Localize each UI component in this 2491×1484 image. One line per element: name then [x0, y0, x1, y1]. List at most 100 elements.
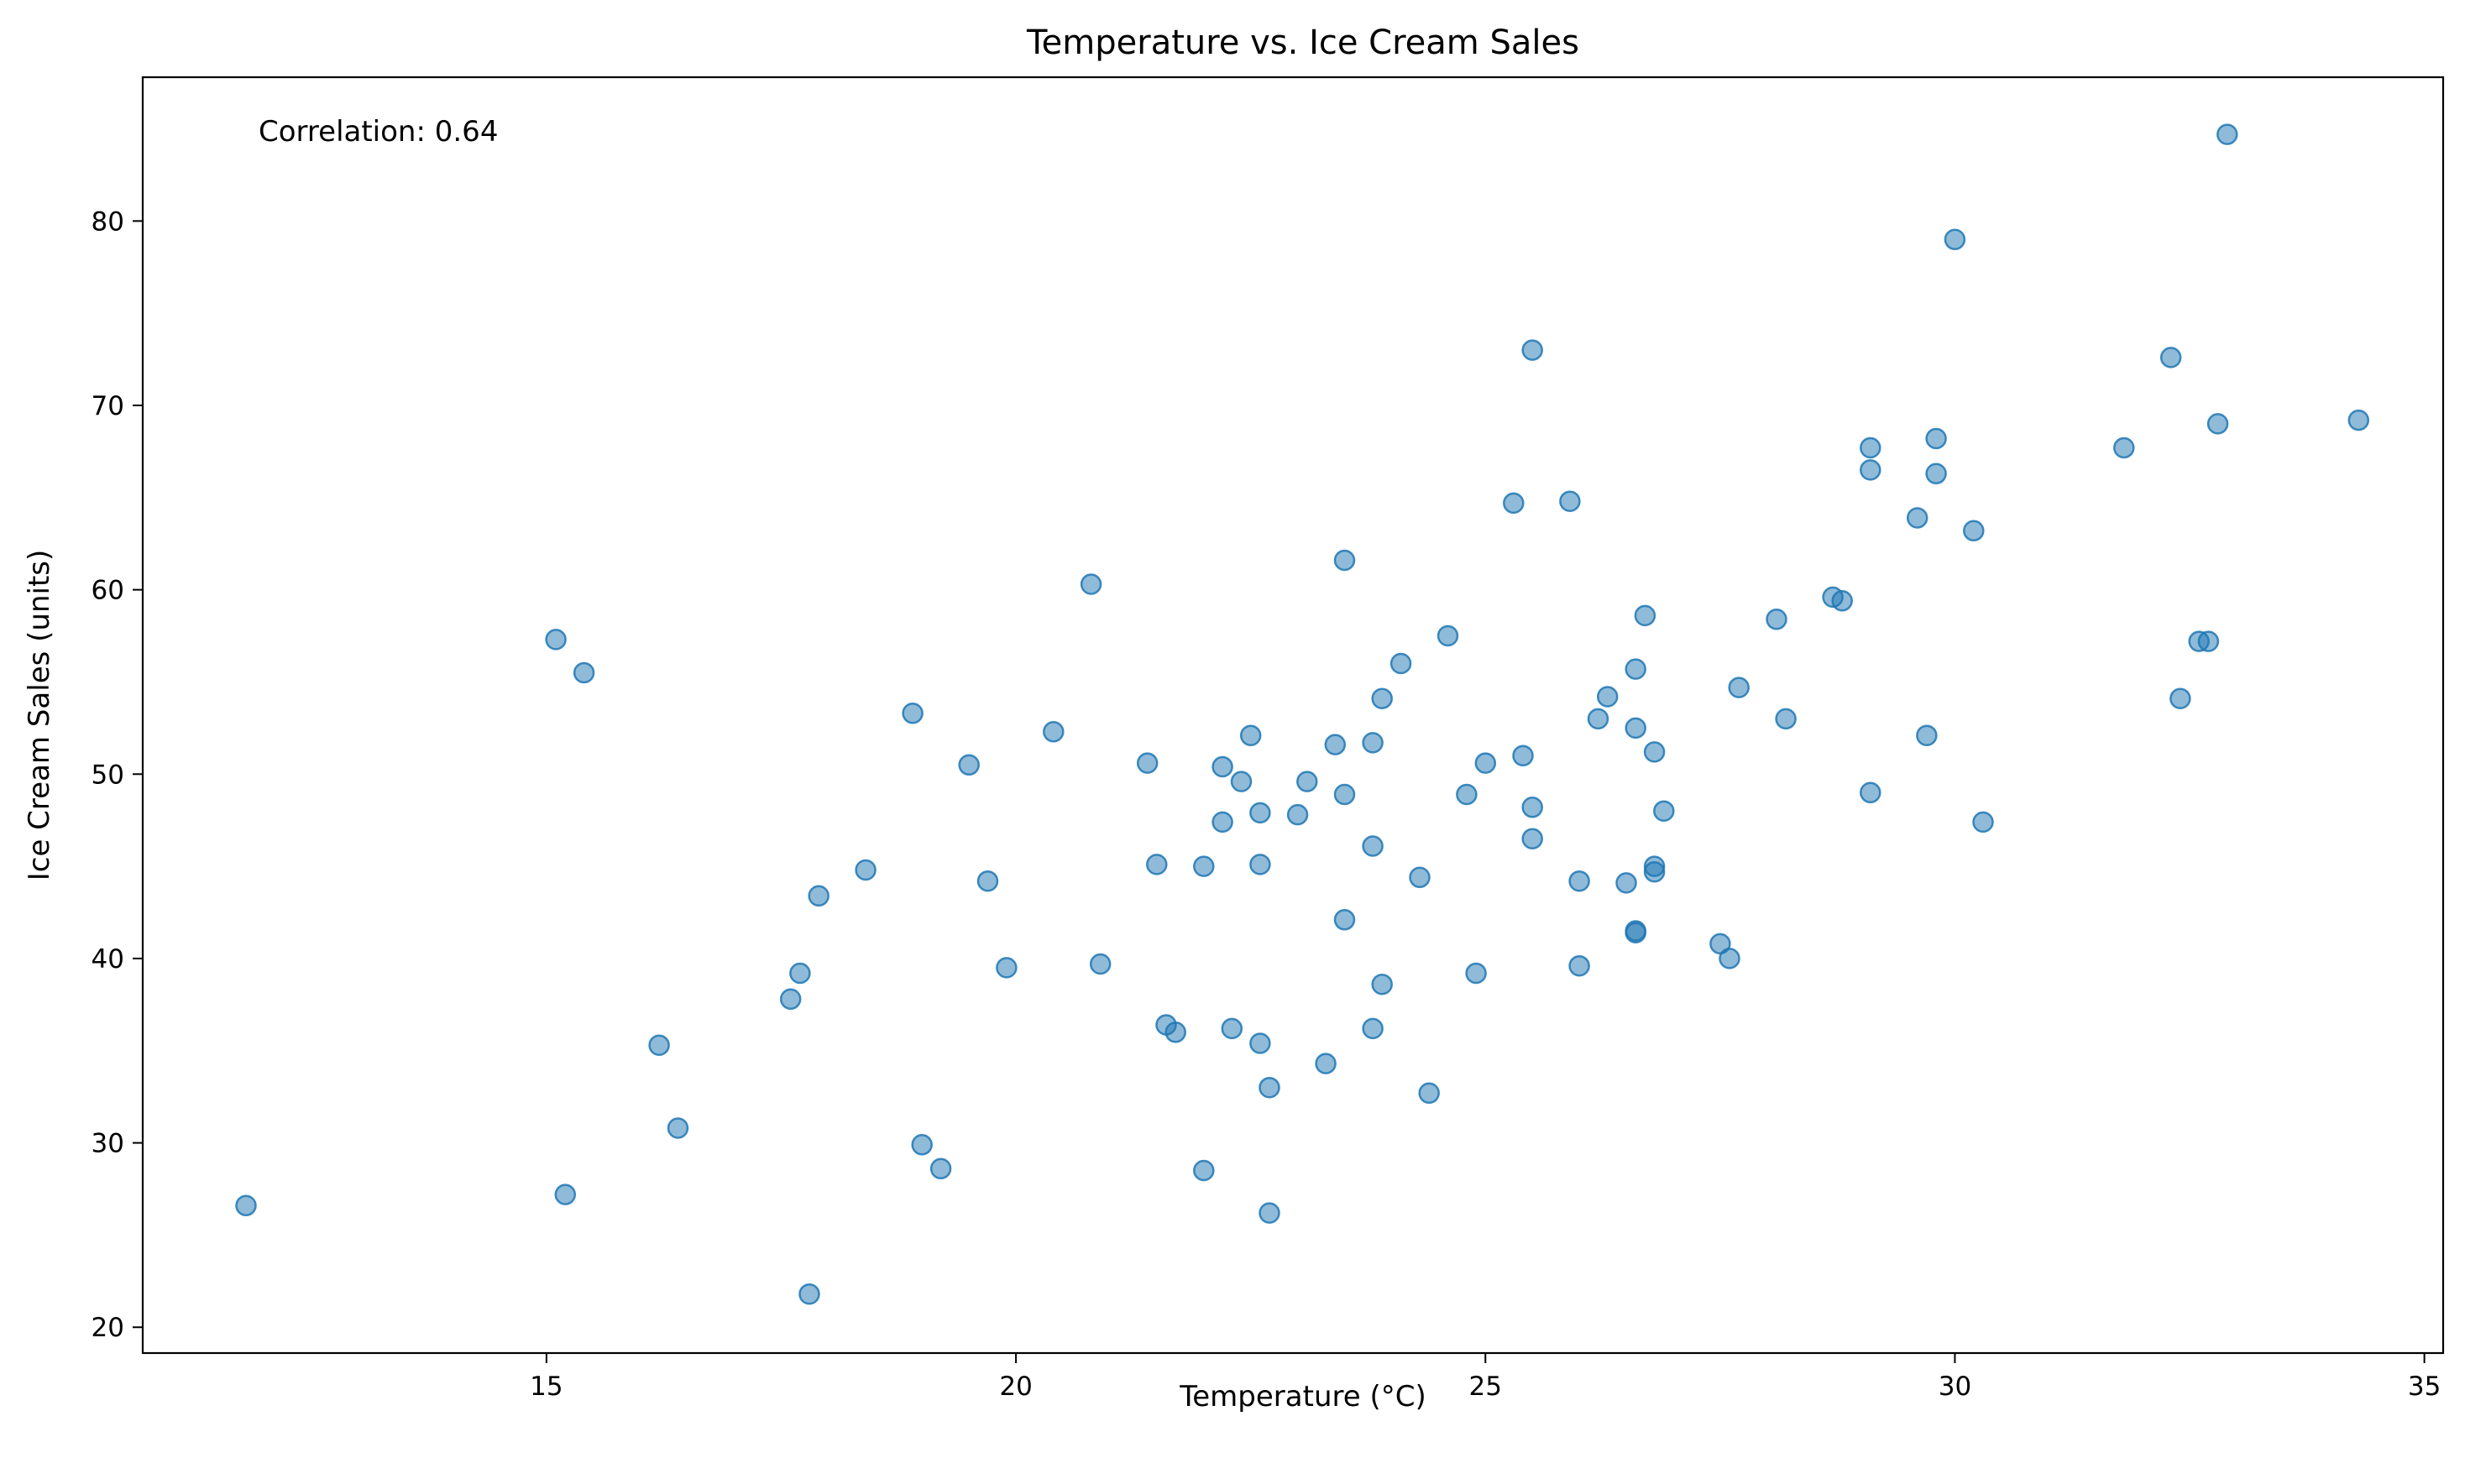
data-point: [1418, 1082, 1440, 1105]
data-point: [545, 629, 567, 651]
data-point: [235, 1194, 257, 1217]
data-point: [2216, 123, 2238, 145]
data-point: [1634, 604, 1656, 627]
data-point: [1728, 677, 1750, 698]
data-point: [1465, 962, 1487, 985]
x-axis-label: Temperature (°C): [1179, 1380, 1426, 1413]
data-point: [1371, 973, 1393, 995]
data-point: [1164, 1022, 1186, 1043]
data-point: [1625, 658, 1646, 680]
data-point: [808, 885, 829, 907]
y-tick-label: 80: [92, 206, 124, 237]
data-point: [1333, 909, 1356, 931]
data-point: [789, 962, 811, 985]
data-point: [1474, 752, 1497, 774]
data-point: [1831, 590, 1853, 612]
y-tick-label: 40: [92, 944, 124, 975]
data-point: [1211, 811, 1233, 833]
x-tick-label: 15: [530, 1372, 563, 1402]
data-point: [1089, 953, 1112, 975]
data-point: [1719, 948, 1740, 969]
data-point: [1625, 922, 1646, 943]
data-point: [911, 1134, 933, 1156]
y-tick-label: 70: [92, 391, 124, 421]
data-point: [779, 988, 802, 1011]
data-point: [1860, 781, 1881, 804]
data-point: [1643, 741, 1666, 763]
data-point: [1362, 732, 1384, 754]
data-point: [1249, 1032, 1271, 1054]
y-axis-label: Ice Cream Sales (units): [23, 550, 56, 881]
x-tick-label: 25: [1469, 1372, 1502, 1402]
data-point: [1193, 1159, 1215, 1182]
data-point: [1775, 708, 1797, 730]
x-tick-label: 35: [2408, 1372, 2441, 1402]
data-point: [1286, 803, 1309, 826]
data-point: [1916, 724, 1938, 746]
data-point: [1362, 835, 1384, 857]
data-point: [855, 859, 877, 881]
data-point: [1944, 228, 1966, 251]
data-point: [902, 703, 924, 724]
data-point: [1259, 1202, 1280, 1224]
data-point: [1925, 462, 1947, 485]
data-point: [1211, 755, 1233, 778]
data-point: [1221, 1017, 1243, 1040]
data-point: [1615, 872, 1637, 894]
chart-title: Temperature vs. Ice Cream Sales: [1026, 24, 1579, 62]
data-point: [667, 1117, 689, 1139]
data-point: [1333, 783, 1356, 806]
data-point: [798, 1283, 820, 1305]
data-point: [1437, 624, 1459, 647]
data-point: [2169, 687, 2191, 709]
data-point: [1653, 800, 1675, 822]
data-point: [1362, 1017, 1384, 1040]
data-point: [1925, 427, 1947, 450]
data-point: [1521, 339, 1543, 361]
data-point: [2113, 436, 2135, 459]
y-axis-ticks: 20 30 40 50 60 70 80: [92, 206, 143, 1343]
data-point: [1315, 1053, 1337, 1074]
data-point: [1568, 870, 1590, 892]
x-tick-label: 20: [999, 1372, 1032, 1402]
data-point: [573, 661, 595, 684]
data-point: [1860, 459, 1881, 481]
data-point: [1521, 797, 1543, 818]
data-point: [1259, 1076, 1280, 1099]
data-point: [1239, 724, 1262, 746]
data-point: [1409, 866, 1431, 889]
data-point: [1249, 854, 1271, 875]
data-point: [1860, 436, 1881, 459]
data-point: [1766, 609, 1787, 630]
data-point: [1080, 573, 1102, 595]
data-point: [1625, 717, 1646, 739]
data-point: [2197, 630, 2220, 652]
points-layer: [235, 123, 2370, 1305]
data-point: [1333, 549, 1356, 572]
data-point: [648, 1034, 670, 1056]
data-point: [1230, 771, 1253, 792]
data-point: [1136, 752, 1159, 774]
data-point: [1146, 854, 1168, 875]
y-tick-label: 30: [92, 1129, 124, 1159]
data-point: [1371, 687, 1393, 709]
data-point: [996, 957, 1018, 979]
data-point: [1324, 734, 1347, 755]
x-axis-ticks: 15 20 25 30 35: [530, 1353, 2441, 1402]
data-point: [1249, 802, 1271, 824]
data-point: [1521, 828, 1543, 849]
data-point: [554, 1184, 577, 1205]
data-point: [958, 754, 980, 776]
data-point: [1193, 855, 1215, 877]
data-point: [1043, 721, 1065, 743]
data-point: [1596, 686, 1619, 708]
y-tick-label: 60: [92, 576, 124, 606]
data-point: [1972, 811, 1994, 833]
data-point: [2206, 413, 2229, 435]
y-tick-label: 50: [92, 760, 124, 790]
data-point: [1512, 745, 1534, 767]
data-point: [1456, 783, 1478, 806]
data-point: [929, 1157, 952, 1180]
x-tick-label: 30: [1939, 1372, 1971, 1402]
